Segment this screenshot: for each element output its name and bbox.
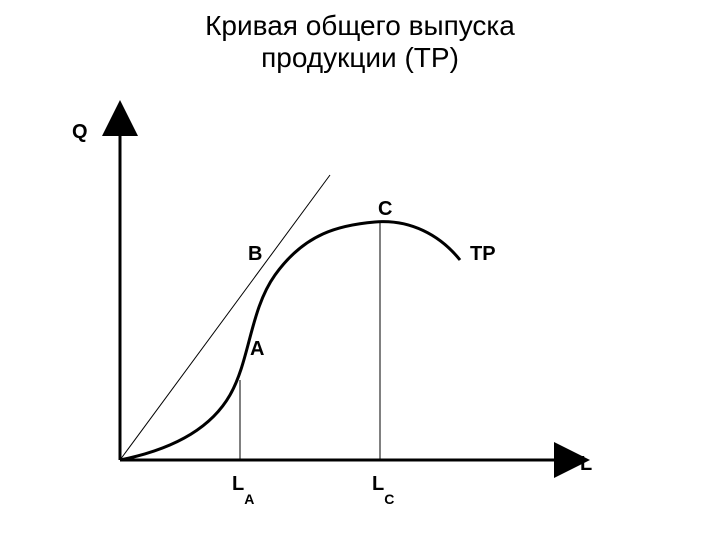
tp-curve-diagram: Q L TP A B C LA LC — [0, 0, 720, 540]
tick-lc: LC — [372, 473, 394, 507]
point-c-label: C — [378, 198, 392, 220]
y-axis-label: Q — [72, 121, 88, 143]
tick-la-main: L — [232, 473, 244, 495]
x-axis-label: L — [580, 453, 592, 475]
point-a-label: A — [250, 338, 264, 360]
tick-la-sub: A — [244, 491, 254, 507]
tangent-line — [120, 175, 330, 460]
tick-lc-sub: C — [384, 491, 394, 507]
tp-label: TP — [470, 243, 496, 265]
tick-la: LA — [232, 473, 254, 507]
tp-curve — [120, 222, 460, 460]
point-b-label: B — [248, 243, 262, 265]
tick-lc-main: L — [372, 473, 384, 495]
